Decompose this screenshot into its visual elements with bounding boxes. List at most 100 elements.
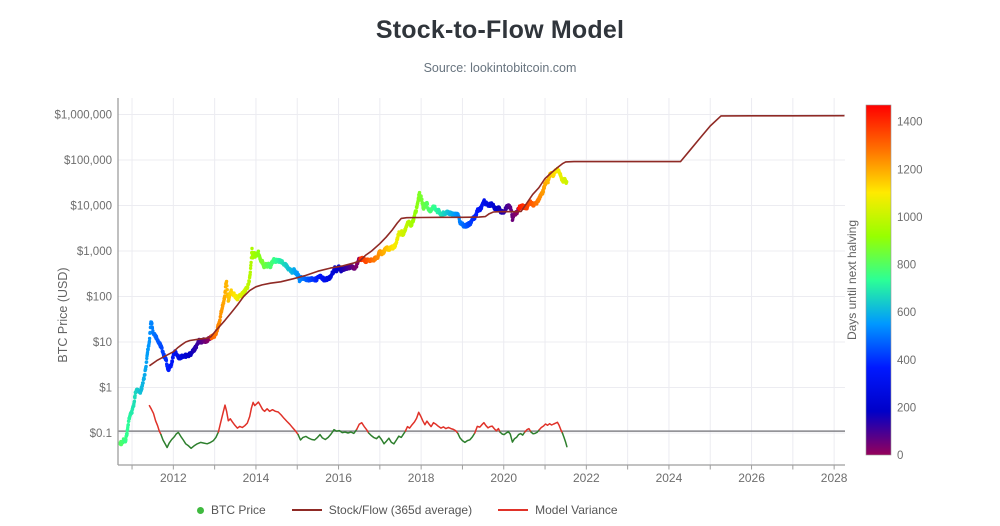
btc-price-point [140,384,145,388]
btc-price-point [142,377,146,381]
variance-segment-below-model [457,432,476,444]
variance-segment-below-model [367,430,407,445]
btc-price-point [140,386,144,391]
btc-price-point [147,336,152,341]
btc-price-point [225,284,229,288]
legend-item-stock-flow[interactable]: Stock/Flow (365d average) [291,503,473,517]
legend-label-variance: Model Variance [535,503,618,517]
model-variance-series [148,401,568,450]
btc-price-point [160,346,164,350]
variance-segment-above-model [404,411,459,435]
variance-segment-above-model [217,401,299,436]
variance-segment-below-model [561,432,568,448]
variance-segment-below-model [160,431,220,450]
btc-price-point [354,265,359,269]
colorbar-tick-labels: 0 200 400 600 800 1000 1200 1400 [897,117,923,462]
btc-price-point [150,321,154,326]
legend-label-stock-flow: Stock/Flow (365d average) [328,503,473,517]
legend-item-variance[interactable]: Model Variance [498,503,618,517]
btc-price-point [170,359,175,363]
variance-segment-above-model [524,427,532,433]
btc-price-point [132,399,137,403]
legend-item-btc-price[interactable]: BTC Price [197,503,266,517]
btc-price-point [247,279,251,284]
btc-price-point [147,339,152,343]
btc-price-point [144,360,149,364]
colorbar-tick-label: 400 [897,355,916,367]
btc-price-point [420,197,424,201]
x-tick-label: 2016 [325,471,352,485]
variance-segment-below-model [499,430,526,443]
variance-segment-below-model [530,428,541,435]
y-tick-label: $10,000 [70,201,112,213]
btc-price-point [148,330,152,335]
variance-segment-above-model [355,421,370,434]
btc-price-point [144,364,148,369]
btc-price-point [246,285,250,289]
btc-price-point [225,288,229,292]
y-axis-title: BTC Price (USD) [56,267,70,362]
stock-flow-line-series [148,114,845,367]
btc-price-point [412,217,416,222]
btc-price-point [249,260,253,265]
y-tick-label: $0.1 [90,428,112,440]
x-tick-label: 2024 [656,471,683,485]
x-tick-label: 2012 [160,471,187,485]
btc-price-series [118,166,569,447]
btc-price-point [249,263,253,268]
chart-legend: BTC Price Stock/Flow (365d average) Mode… [197,503,618,517]
y-tick-label: $100,000 [64,155,112,167]
colorbar: Days until next halving 0 200 400 600 800 100… [845,104,923,462]
btc-price-point [218,315,223,319]
model-variance-line-icon [498,509,529,511]
btc-price-point [417,190,422,195]
colorbar-title: Days until next halving [845,220,859,340]
y-tick-label: $100 [86,292,112,304]
btc-price-point [145,356,149,361]
colorbar-tick-label: 1000 [897,212,923,224]
btc-price-point [143,373,147,377]
btc-price-point [376,253,381,258]
variance-segment-below-model [297,428,358,441]
x-tick-label: 2020 [490,471,517,485]
page-title: Stock-to-Flow Model [375,16,625,44]
variance-segment-above-model [474,421,501,434]
btc-price-point [218,318,222,322]
x-tick-label: 2014 [243,471,270,485]
btc-price-point [250,246,254,251]
btc-price-point [414,209,418,213]
gridlines [118,98,845,465]
y-tick-label: $1,000,000 [54,110,112,122]
x-tick-label: 2028 [821,471,848,485]
colorbar-tick-label: 800 [897,260,916,272]
stock-flow-line-icon [291,509,322,511]
btc-price-point [141,381,145,385]
btc-price-point [541,189,545,194]
btc-price-point [474,212,479,216]
y-tick-label: $1 [99,383,112,395]
colorbar-tick-label: 0 [897,450,903,462]
stock-flow-line [148,114,845,367]
btc-price-point [425,202,430,206]
tick-labels: $0.1 $1 $10 $100 $1,000 $10,000 $100,000 $1,000… [54,110,847,486]
colorbar-tick-label: 200 [897,402,916,414]
colorbar-tick-label: 1400 [897,117,923,129]
x-tick-label: 2018 [408,471,435,485]
colorbar-tick-label: 600 [897,307,916,319]
y-tick-label: $1,000 [77,246,112,258]
y-tick-label: $10 [93,337,112,349]
x-tick-label: 2022 [573,471,600,485]
colorbar-gradient [865,104,892,456]
chart-source: Source: lookintobitcoin.com [423,61,577,75]
btc-price-point [419,194,423,198]
btc-price-point [248,270,252,274]
axes [117,98,845,470]
variance-segment-above-model [538,421,564,434]
legend-label-btc-price: BTC Price [211,503,266,517]
btc-price-point [223,294,227,298]
btc-price-point [133,394,137,398]
btc-price-point [124,437,128,442]
btc-price-point [165,363,169,367]
btc-price-point [164,358,169,363]
